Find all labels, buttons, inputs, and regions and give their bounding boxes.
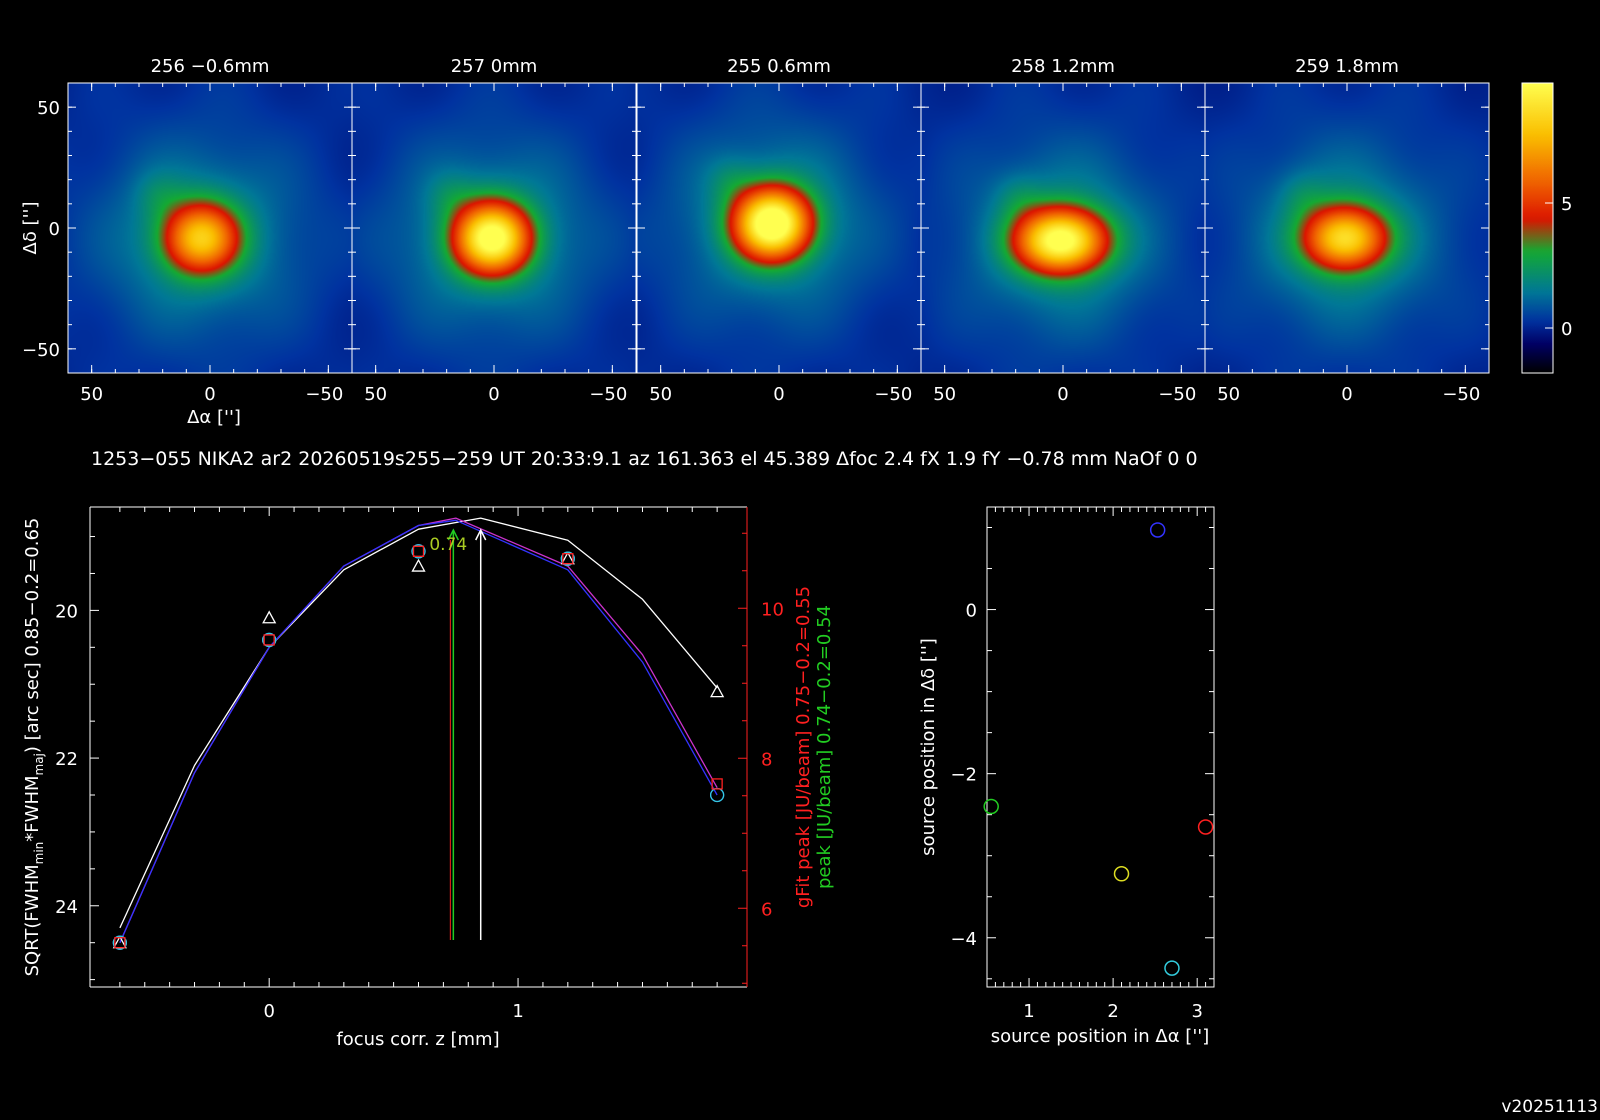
y-tick-label: 0 bbox=[966, 601, 977, 622]
circle-marker bbox=[411, 544, 426, 559]
x-tick-label: 0 bbox=[773, 384, 784, 405]
version-label: v20251113 bbox=[1501, 1097, 1598, 1117]
y-label-part: min bbox=[32, 842, 46, 865]
heatmap-frame bbox=[67, 82, 353, 374]
position-x-label: source position in Δα [''] bbox=[991, 1026, 1210, 1047]
y-tick-label: 0 bbox=[49, 219, 60, 240]
y-tick-label: −4 bbox=[950, 929, 977, 950]
x-tick-label: −50 bbox=[305, 384, 343, 405]
focus-arrowhead bbox=[475, 528, 487, 541]
x-tick-label: −50 bbox=[1442, 384, 1480, 405]
y-label-part: maj bbox=[32, 753, 46, 775]
x-tick-label: 50 bbox=[649, 384, 672, 405]
y2-label-green: peak [JU/beam] 0.74−0.2=0.54 bbox=[814, 605, 835, 889]
y-tick-label: 50 bbox=[37, 98, 60, 119]
square-marker bbox=[263, 634, 275, 646]
triangle-marker bbox=[710, 684, 725, 698]
info-line: 1253−055 NIKA2 ar2 20260519s255−259 UT 2… bbox=[91, 448, 1198, 470]
square-marker bbox=[412, 545, 425, 557]
x-tick-label: 0 bbox=[1341, 384, 1352, 405]
x-tick-label: 3 bbox=[1191, 1001, 1202, 1022]
heatmap-title: 255 0.6mm bbox=[727, 56, 831, 77]
x-tick-label: −50 bbox=[1158, 384, 1196, 405]
x-tick-label: −50 bbox=[874, 384, 912, 405]
y-tick-label: 22 bbox=[55, 749, 78, 770]
focus-y-label: SQRT(FWHMmin*FWHMmaj) [arc sec] 0.85−0.2… bbox=[22, 518, 46, 977]
colorbar-tick-label: 5 bbox=[1561, 194, 1572, 215]
x-tick-label: 50 bbox=[933, 384, 956, 405]
x-tick-label: 2 bbox=[1107, 1001, 1118, 1022]
heatmap-y-label: Δδ [''] bbox=[20, 202, 41, 255]
heatmap-frame bbox=[636, 82, 922, 374]
fit-curve bbox=[119, 517, 718, 943]
x-tick-label: 0 bbox=[204, 384, 215, 405]
colorbar: 50 bbox=[1521, 82, 1572, 374]
x-tick-label: 1 bbox=[1023, 1001, 1034, 1022]
heatmap-frame bbox=[1204, 82, 1490, 374]
x-tick-label: 1 bbox=[512, 1001, 523, 1022]
heatmap-canvas bbox=[0, 0, 1600, 400]
circle-marker bbox=[709, 787, 725, 803]
heatmap-frame bbox=[351, 82, 637, 374]
fit-curve bbox=[119, 517, 718, 929]
y-tick-label: −2 bbox=[950, 765, 977, 786]
position-y-label: source position in Δδ [''] bbox=[918, 638, 939, 856]
y-label-part: SQRT(FWHM bbox=[22, 864, 43, 976]
x-tick-label: 50 bbox=[364, 384, 387, 405]
y-tick-label: 20 bbox=[55, 601, 78, 622]
y-tick-label: −50 bbox=[22, 340, 60, 361]
x-tick-label: 50 bbox=[1217, 384, 1240, 405]
y-label-part: ) [arc sec] 0.85−0.2=0.65 bbox=[22, 518, 43, 753]
triangle-marker bbox=[411, 558, 426, 572]
y2-tick-label: 6 bbox=[761, 899, 772, 920]
focus-arrowhead bbox=[447, 528, 460, 541]
y2-tick-label: 8 bbox=[761, 749, 772, 770]
focus-value-label: 0.74 bbox=[429, 535, 467, 555]
fit-curve bbox=[119, 519, 718, 943]
triangle-marker bbox=[262, 610, 277, 624]
position-point bbox=[1149, 522, 1166, 538]
source-position-plot: 1 2 3 0 −2 −4 source position in Δα [''] source… bbox=[918, 506, 1215, 1047]
heatmap-title: 256 −0.6mm bbox=[151, 56, 270, 77]
heatmap-title: 258 1.2mm bbox=[1011, 56, 1115, 77]
x-tick-label: 0 bbox=[263, 1001, 274, 1022]
focus-x-label: focus corr. z [mm] bbox=[336, 1029, 499, 1050]
position-point bbox=[983, 798, 999, 815]
square-marker bbox=[711, 778, 723, 790]
x-tick-label: 50 bbox=[80, 384, 103, 405]
x-tick-label: 0 bbox=[488, 384, 499, 405]
position-point bbox=[1113, 866, 1130, 882]
colorbar-frame bbox=[1521, 82, 1554, 374]
heatmap-title: 257 0mm bbox=[451, 56, 538, 77]
position-point bbox=[1164, 960, 1180, 976]
heatmap-x-label: Δα [''] bbox=[187, 407, 241, 428]
y2-tick-label: 10 bbox=[761, 599, 784, 620]
square-marker bbox=[562, 553, 574, 565]
circle-marker bbox=[262, 632, 277, 648]
y-tick-label: 24 bbox=[55, 897, 78, 918]
heatmap-panels: 256 −0.6mm 50 0 −50 257 0mm 50 0 −50 255 0.6mm 50… bbox=[20, 56, 1490, 428]
y-label-part: *FWHM bbox=[22, 775, 43, 841]
circle-marker bbox=[560, 551, 575, 566]
position-point bbox=[1197, 819, 1214, 835]
x-tick-label: −50 bbox=[589, 384, 627, 405]
circle-marker bbox=[112, 935, 128, 950]
heatmap-frame bbox=[920, 82, 1206, 374]
colorbar-tick-label: 0 bbox=[1561, 319, 1572, 340]
y2-label-red: gFit peak [JU/beam] 0.75−0.2=0.55 bbox=[793, 586, 814, 908]
heatmap-title: 259 1.8mm bbox=[1295, 56, 1399, 77]
square-marker bbox=[114, 937, 126, 949]
position-frame bbox=[986, 506, 1215, 988]
x-tick-label: 0 bbox=[1057, 384, 1068, 405]
